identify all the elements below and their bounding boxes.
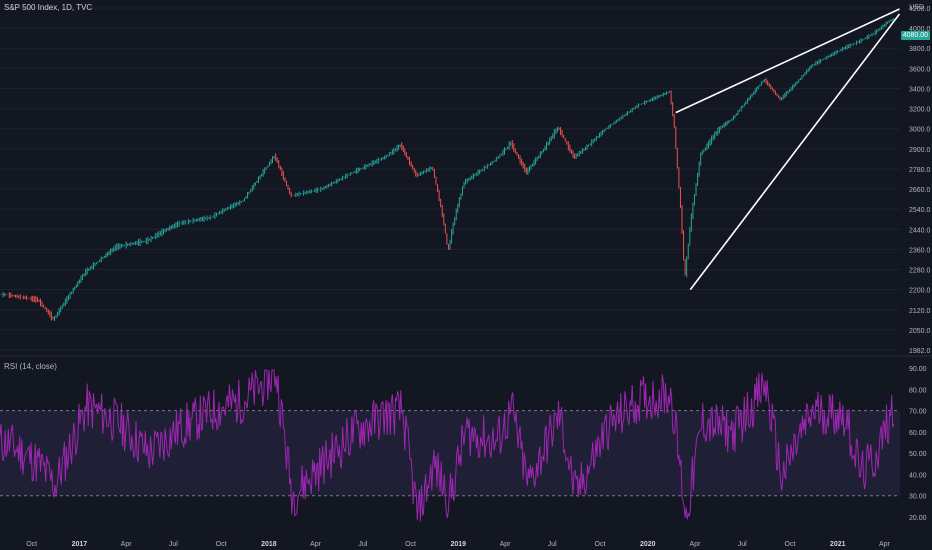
price-tick-label[interactable]: 1982.0 (909, 348, 931, 355)
last-price-tag: 4080.00 (900, 31, 930, 40)
currency-label: USD (909, 4, 924, 11)
price-tick-label[interactable]: 3200.0 (909, 107, 931, 114)
price-tick-label[interactable]: 3000.0 (909, 127, 931, 134)
rsi-series[interactable] (0, 369, 895, 522)
price-grid (0, 7, 900, 351)
rsi-tick-label[interactable]: 60.00 (909, 430, 927, 437)
time-tick-label[interactable]: 2019 (451, 541, 467, 548)
price-tick-label[interactable]: 2440.0 (909, 227, 931, 234)
price-tick-label[interactable]: 2280.0 (909, 268, 931, 275)
rsi-axis[interactable]: 90.00 80.00 70.00 60.00 50.00 40.00 30.00 20.00 (909, 366, 927, 522)
price-tick-label[interactable]: 2540.0 (909, 207, 931, 214)
time-tick-label[interactable]: 2020 (640, 541, 656, 548)
rsi-tick-label[interactable]: 40.00 (909, 472, 927, 479)
time-tick-label[interactable]: 2018 (261, 541, 277, 548)
price-tick-label[interactable]: 2660.0 (909, 187, 931, 194)
time-tick-label[interactable]: Apr (310, 541, 322, 548)
time-tick-label[interactable]: Jul (169, 541, 178, 548)
price-tick-label[interactable]: 2050.0 (909, 328, 931, 335)
rsi-tick-label[interactable]: 50.00 (909, 451, 927, 458)
time-tick-label[interactable]: Oct (785, 541, 796, 548)
price-tick-label[interactable]: 2360.0 (909, 247, 931, 254)
rsi-tick-label[interactable]: 80.00 (909, 387, 927, 394)
rsi-tick-label[interactable]: 20.00 (909, 515, 927, 522)
time-tick-label[interactable]: Apr (500, 541, 512, 548)
price-tick-label[interactable]: 2120.0 (909, 308, 931, 315)
symbol-legend[interactable]: S&P 500 Index, 1D, TVC (4, 3, 93, 12)
rsi-legend[interactable]: RSI (14, close) (4, 362, 57, 371)
price-series[interactable] (0, 18, 895, 322)
rsi-line[interactable] (0, 369, 895, 522)
time-tick-label[interactable]: Oct (216, 541, 227, 548)
time-axis[interactable]: Oct 2017 Apr Jul Oct 2018 Apr Jul Oct 2019 Apr Jul O… (26, 541, 890, 548)
time-tick-label[interactable]: Jul (358, 541, 367, 548)
price-tick-label[interactable]: 2900.0 (909, 147, 931, 154)
time-tick-label[interactable]: Apr (879, 541, 891, 548)
time-tick-label[interactable]: Apr (121, 541, 133, 548)
time-tick-label[interactable]: 2021 (830, 541, 846, 548)
price-tick-label[interactable]: 3600.0 (909, 66, 931, 73)
time-tick-label[interactable]: Jul (548, 541, 557, 548)
price-tick-label[interactable]: 3400.0 (909, 86, 931, 93)
price-tick-label[interactable]: 2200.0 (909, 288, 931, 295)
price-tick-label[interactable]: 2780.0 (909, 167, 931, 174)
rsi-tick-label[interactable]: 70.00 (909, 409, 927, 416)
time-tick-label[interactable]: Apr (690, 541, 702, 548)
time-tick-label[interactable]: Oct (26, 541, 37, 548)
trendline[interactable] (675, 8, 900, 114)
time-tick-label[interactable]: 2017 (72, 541, 88, 548)
price-axis[interactable]: 4200.0 4000.0 3800.0 3600.0 3400.0 3200.0 3000… (909, 6, 931, 355)
trendline[interactable] (689, 13, 901, 291)
rsi-tick-label[interactable]: 90.00 (909, 366, 927, 373)
trendlines[interactable] (675, 8, 901, 291)
price-tick-label[interactable]: 4200.0 (909, 6, 931, 13)
price-tick-label[interactable]: 3800.0 (909, 46, 931, 53)
price-tick-label[interactable]: 4000.0 (909, 26, 931, 33)
time-tick-label[interactable]: Jul (738, 541, 747, 548)
time-tick-label[interactable]: Oct (595, 541, 606, 548)
time-tick-label[interactable]: Oct (405, 541, 416, 548)
rsi-tick-label[interactable]: 30.00 (909, 494, 927, 501)
